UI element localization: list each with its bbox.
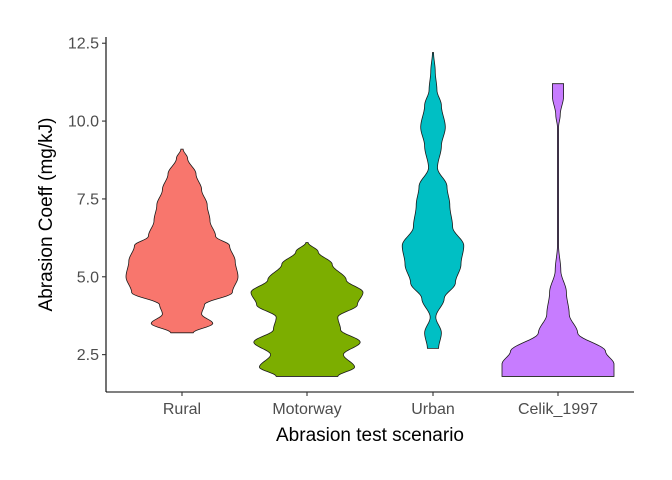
x-tick-label: Urban (411, 401, 455, 418)
violin-urban (401, 52, 465, 349)
violin-motorway (250, 242, 364, 377)
x-tick-label: Rural (163, 401, 201, 418)
y-tick-label: 12.5 (68, 36, 99, 53)
y-tick-label: 5.0 (77, 269, 99, 286)
violin-celik-1997 (501, 83, 615, 377)
x-axis-title: Abrasion test scenario (276, 425, 464, 446)
x-tick-label: Celik_1997 (518, 401, 598, 418)
x-axis-ticks: Rural Motorway Urban Celik_1997 (163, 392, 598, 418)
y-tick-label: 10.0 (68, 114, 99, 131)
y-axis-ticks: 2.5 5.0 7.5 10.0 12.5 (68, 36, 106, 364)
violin-layer (125, 52, 615, 377)
x-tick-label: Motorway (272, 401, 341, 418)
y-axis-title: Abrasion Coeff (mg/kJ) (36, 118, 57, 312)
violin-rural (125, 148, 239, 334)
y-tick-label: 7.5 (77, 191, 99, 208)
y-tick-label: 2.5 (77, 347, 99, 364)
axes: 2.5 5.0 7.5 10.0 12.5 Rural Motorway Urban Celi… (68, 36, 634, 418)
